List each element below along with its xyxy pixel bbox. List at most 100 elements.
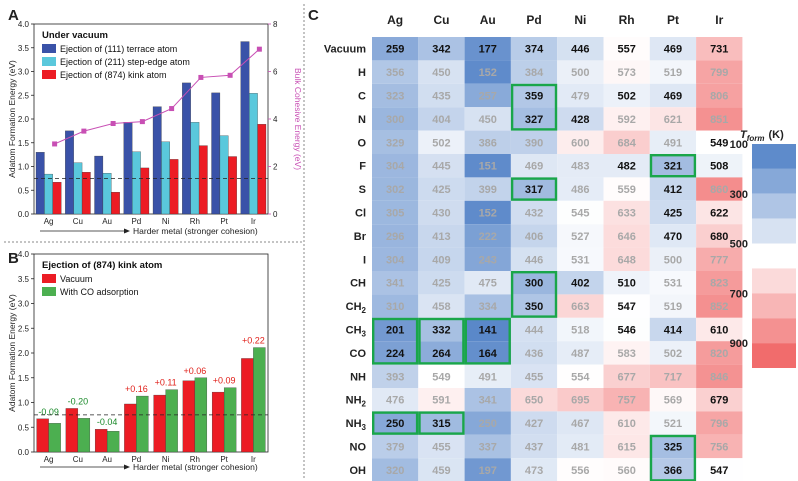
colorbar-tick-label: 100	[730, 139, 748, 151]
highlight-box	[510, 177, 558, 201]
bar-co	[165, 389, 178, 453]
heatmap-cell-value: 304	[386, 161, 405, 173]
heatmap-cell	[649, 177, 697, 201]
bar-co	[253, 347, 266, 453]
heatmap-cell-value: 679	[710, 395, 728, 407]
bar-kink	[111, 191, 120, 215]
heatmap-cell	[464, 177, 511, 201]
heatmap-cell-value: 305	[386, 208, 404, 220]
x-tick-label: Rh	[190, 455, 200, 464]
heatmap-cell	[372, 154, 419, 178]
heatmap-cell-value: 633	[617, 208, 635, 220]
panel-a-chart: Adatom Formation Energy (eV) Bulk Cohesi…	[7, 20, 303, 236]
bar-vacuum	[182, 380, 196, 453]
row-label: O	[357, 137, 366, 149]
y2-tick-label: 4	[273, 115, 278, 124]
row-label-base: Br	[354, 231, 367, 243]
heatmap-cell	[696, 37, 743, 61]
cohesive-point	[198, 74, 204, 80]
heatmap-cell	[372, 224, 419, 248]
heatmap-cell	[464, 458, 511, 481]
row-label-base: CH	[350, 278, 366, 290]
heatmap-cell	[372, 341, 419, 365]
y-tick-label: 0.5	[18, 186, 30, 195]
heatmap-cell-value: 430	[432, 208, 450, 220]
heatmap-cell-value: 325	[664, 442, 682, 454]
panel-letter-b: B	[8, 250, 19, 267]
heatmap-cell-value: 583	[617, 348, 635, 360]
heatmap-cell-value: 521	[664, 418, 682, 430]
bar-kink	[169, 159, 179, 215]
heatmap-cell	[372, 247, 419, 271]
bar-vacuum	[241, 358, 254, 453]
bar-terrace	[123, 122, 133, 215]
heatmap-cell	[603, 37, 650, 61]
highlight-box	[372, 411, 419, 435]
cohesive-point	[81, 128, 87, 134]
y2-tick-label: 0	[273, 210, 278, 219]
heatmap-cell-value: 549	[432, 371, 450, 383]
y-tick-label: 1.0	[18, 399, 30, 408]
legend-label-kink: Ejection of (874) kink atom	[60, 70, 167, 80]
column-header: Au	[480, 13, 496, 27]
heatmap-cell	[418, 294, 465, 318]
row-label-base: NO	[350, 442, 367, 454]
heatmap-cell	[557, 177, 604, 201]
heatmap-cell-value: 527	[571, 231, 589, 243]
heatmap-cell-value: 327	[525, 114, 543, 126]
heatmap-cell-value: 427	[525, 418, 543, 430]
heatmap-cell-value: 332	[432, 325, 450, 337]
bar-vacuum	[211, 391, 225, 453]
heatmap-cell	[557, 107, 604, 131]
heatmap-cell-value: 556	[571, 465, 589, 477]
y-tick-label: 3.0	[18, 68, 30, 77]
legend-swatch-terrace	[42, 44, 56, 53]
heatmap-cell-value: 458	[432, 301, 450, 313]
heatmap-cell-value: 547	[710, 465, 728, 477]
x-tick-label: Ni	[162, 455, 170, 464]
row-label: CH3	[346, 325, 367, 339]
bar-terrace	[240, 41, 250, 215]
heatmap-cell	[372, 37, 419, 61]
heatmap-cell-value: 435	[432, 91, 450, 103]
heatmap-cell-value: 554	[571, 371, 590, 383]
column-header: Ag	[387, 13, 403, 27]
heatmap-cell	[557, 317, 604, 342]
heatmap-cell-value: 409	[432, 254, 450, 266]
row-label: NH	[350, 371, 366, 383]
heatmap-cell-value: 450	[432, 67, 450, 79]
heatmap-cell	[464, 271, 511, 295]
y-tick-label: 2.5	[18, 91, 30, 100]
heatmap-cell	[418, 388, 465, 412]
row-label: CO	[350, 348, 367, 360]
colorbar-step	[752, 193, 796, 219]
bar-terrace	[94, 155, 104, 215]
heatmap-cell-value: 296	[386, 231, 404, 243]
heatmap-cell-value: 518	[571, 325, 589, 337]
cohesive-line	[54, 48, 260, 145]
heatmap-cell	[510, 224, 558, 248]
bar-co	[48, 423, 61, 453]
heatmap-cell	[418, 411, 465, 435]
heatmap-cell-value: 600	[571, 137, 589, 149]
panel-c-heatmap: Ag Cu Au Pd Ni Rh Pt Ir Vacuum 259 342 177 374 446 557…	[324, 13, 743, 481]
legend-swatch-stepedge	[42, 57, 56, 66]
x-tick-label: Rh	[190, 217, 200, 226]
y-tick-label: 4.0	[18, 250, 30, 259]
heatmap-cell-value: 366	[664, 465, 682, 477]
x-tick-label: Ir	[251, 455, 256, 464]
heatmap-cell	[510, 411, 558, 435]
heatmap-cell	[696, 458, 743, 481]
heatmap-cell	[649, 434, 697, 459]
heatmap-cell	[557, 60, 604, 84]
cohesive-point	[169, 106, 175, 112]
row-label: NH2	[346, 395, 367, 409]
heatmap-cell	[372, 200, 419, 225]
heatmap-cell	[418, 37, 465, 61]
heatmap-cell	[557, 130, 604, 154]
heatmap-cell	[372, 364, 419, 388]
heatmap-cell	[649, 247, 697, 271]
heatmap-cell	[696, 271, 743, 295]
heatmap-cell	[372, 388, 419, 412]
row-label: OH	[350, 465, 367, 477]
